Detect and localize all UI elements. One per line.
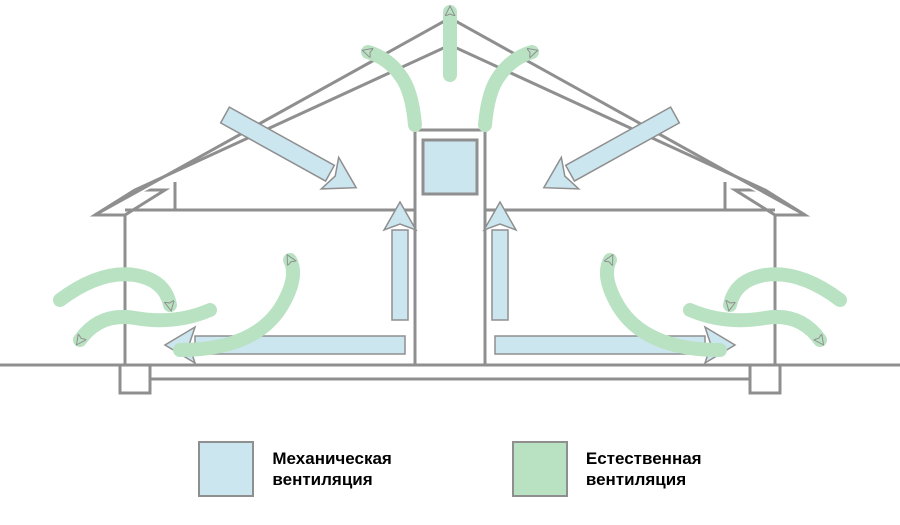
legend-swatch-mechanical xyxy=(198,441,254,497)
legend-label-mechanical: Механическая вентиляция xyxy=(272,448,391,491)
diagram-svg xyxy=(0,0,900,420)
legend-label-natural: Естественная вентиляция xyxy=(586,448,702,491)
legend-mechanical: Механическая вентиляция xyxy=(198,441,391,497)
ventilation-diagram: Механическая вентиляция Естественная вен… xyxy=(0,0,900,525)
window xyxy=(423,140,477,194)
legend-swatch-natural xyxy=(512,441,568,497)
legend-natural: Естественная вентиляция xyxy=(512,441,702,497)
legend: Механическая вентиляция Естественная вен… xyxy=(0,441,900,497)
legend-mech-line1: Механическая xyxy=(272,448,391,469)
legend-mech-line2: вентиляция xyxy=(272,469,391,490)
legend-nat-line2: вентиляция xyxy=(586,469,702,490)
legend-nat-line1: Естественная xyxy=(586,448,702,469)
